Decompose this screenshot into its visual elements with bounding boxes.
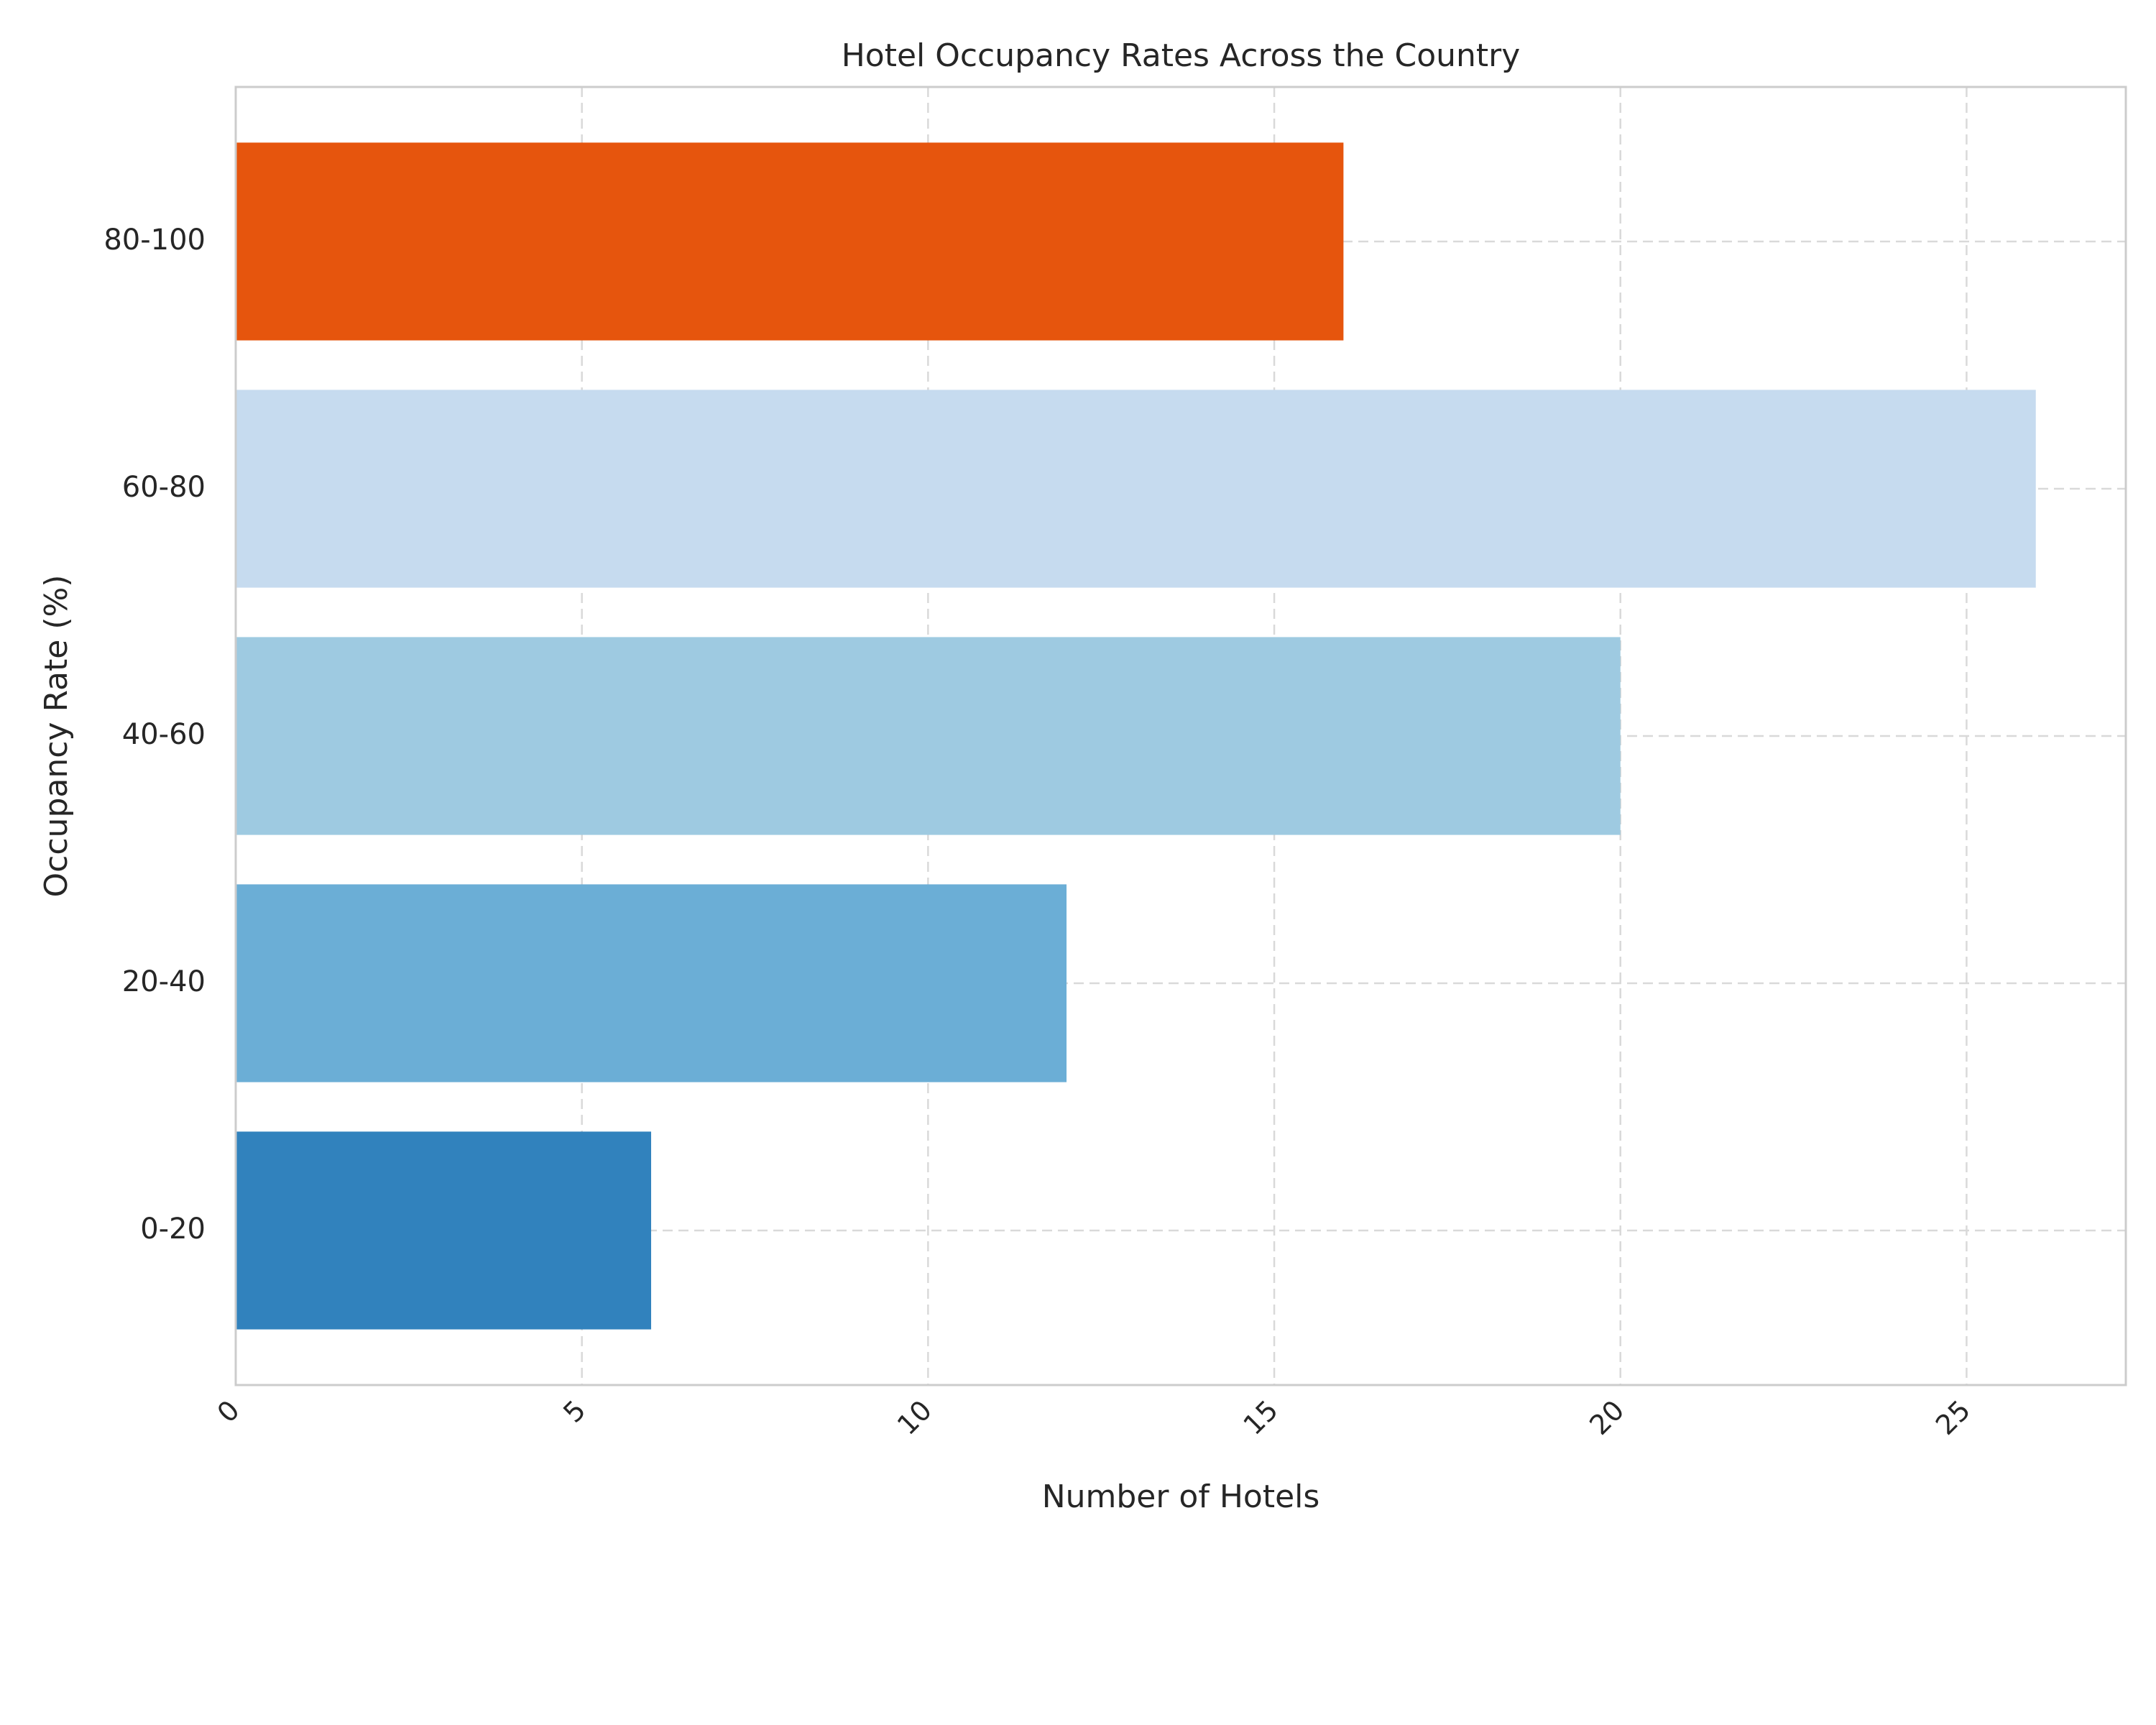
bar-0-20: [236, 1131, 652, 1330]
y-tick-label: 20-40: [122, 965, 206, 998]
x-tick-label: 25: [1930, 1394, 1976, 1441]
chart-title: Hotel Occupancy Rates Across the Country: [842, 37, 1521, 74]
y-tick-label: 0-20: [140, 1213, 206, 1246]
x-axis-label: Number of Hotels: [1042, 1478, 1320, 1515]
y-tick-label: 80-100: [103, 224, 206, 257]
bar-20-40: [236, 884, 1067, 1082]
y-tick-label: 40-60: [122, 718, 206, 751]
x-tick-label: 5: [557, 1394, 591, 1429]
y-axis-label: Occupancy Rate (%): [38, 575, 75, 898]
x-tick-label: 20: [1583, 1394, 1630, 1441]
bar-40-60: [236, 637, 1621, 835]
x-tick-label: 10: [891, 1394, 938, 1441]
bar-60-80: [236, 390, 2036, 588]
bar-80-100: [236, 142, 1344, 341]
x-tick-label: 0: [211, 1394, 246, 1429]
x-tick-label: 15: [1238, 1394, 1284, 1441]
y-tick-label: 60-80: [122, 471, 206, 504]
bar-layer: [236, 142, 2036, 1330]
plot-frame: [234, 86, 2127, 1386]
